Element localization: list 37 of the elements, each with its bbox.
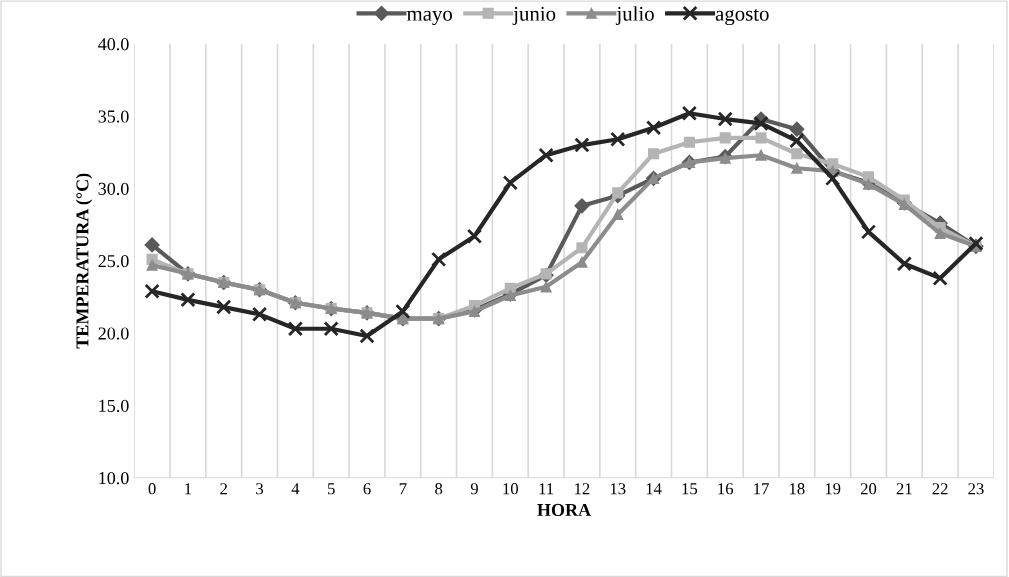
x-tick-label: 22 [932,483,948,495]
x-tick-label: 7 [399,483,407,495]
x-tick-label: 21 [896,483,912,495]
legend-label: junio [512,6,556,26]
y-tick-label: 25.0 [98,255,129,268]
x-tick-label: 0 [148,483,156,495]
x-tick-label: 12 [575,483,590,495]
legend-label: julio [615,6,654,26]
x-tick-label: 9 [470,483,478,495]
x-tick-label: 10 [503,483,518,495]
legend-label: mayo [406,10,452,26]
y-axis-title: TEMPERATURA (°C) [75,173,93,349]
x-tick-label: 8 [435,483,443,495]
x-tick-label: 13 [610,483,626,495]
x-tick-label: 2 [220,483,227,495]
x-tick-label: 11 [539,483,554,495]
x-tick-label: 3 [256,483,264,495]
y-tick-label: 30.0 [98,182,129,196]
y-tick-label: 35.0 [98,110,129,123]
x-axis-title: HORA [537,503,591,516]
x-tick-label: 19 [825,483,841,495]
x-tick-label: 6 [363,483,371,495]
x-tick-label: 5 [328,483,335,495]
x-tick-label: 23 [968,483,984,495]
x-tick-label: 18 [789,483,805,495]
x-tick-label: 16 [718,483,734,495]
y-tick-label: 10.0 [99,472,129,485]
y-tick-label: 15.0 [99,399,129,412]
x-tick-label: 14 [646,483,662,495]
x-tick-label: 20 [860,483,877,495]
y-tick-label: 40.0 [98,38,129,51]
x-tick-label: 4 [291,483,300,495]
x-tick-label: 17 [754,483,769,495]
x-tick-label: 1 [185,483,192,495]
y-tick-label: 20.0 [98,327,129,340]
x-tick-label: 15 [682,483,698,495]
legend-label: agosto [715,8,769,26]
